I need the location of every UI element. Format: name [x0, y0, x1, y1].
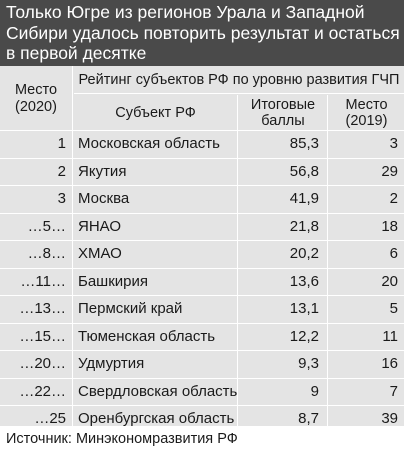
score-cell: 9 — [239, 378, 328, 405]
rank-2019-cell: 2 — [389, 190, 398, 207]
rank-2019-cell: 16 — [381, 355, 398, 372]
rank-2019-header-line: Место — [345, 97, 388, 113]
subject-cell: Пермский край — [74, 296, 238, 323]
table-row: …25 Оренбургская область 8,7 39 — [0, 405, 404, 433]
score-cell: 41,9 — [239, 186, 328, 213]
rank-2019-cell: 39 — [381, 410, 398, 427]
place-2020-cell: 1 — [0, 131, 73, 158]
table-row: …15… Тюменская область 12,2 11 — [0, 322, 404, 350]
rank-2019-cell: 18 — [381, 217, 398, 235]
subject-cell: Москва — [74, 186, 238, 213]
rank-2019-cell: 6 — [389, 245, 398, 262]
subject-cell: ХМАО — [74, 241, 238, 268]
source-note: Источник: Минэкономразвития РФ — [6, 431, 238, 447]
subject-cell: Московская область — [74, 131, 238, 158]
table-body: 1 Московская область 85,3 3 2 Якутия 56,… — [0, 130, 404, 433]
score-cell: 85,3 — [239, 131, 328, 158]
subject-cell: ЯНАО — [74, 213, 238, 240]
table-row: …20… Удмуртия 9,3 16 — [0, 350, 404, 378]
place-2020-cell: …13… — [0, 296, 73, 323]
table-row: 3 Москва 41,9 2 — [0, 185, 404, 213]
place-2020-cell: …22… — [0, 378, 73, 405]
subject-cell: Свердловская область — [74, 378, 238, 405]
scores-header-line: Итоговые — [250, 97, 316, 113]
rank-2019-cell: 11 — [382, 327, 398, 345]
place-2020-cell: …11… — [0, 268, 73, 295]
scores-header: Итоговые баллы — [239, 95, 328, 130]
place-2020-header-line: Место — [14, 82, 58, 98]
rank-2019-cell: 7 — [389, 382, 398, 400]
score-cell: 9,3 — [239, 351, 328, 378]
subject-cell: Якутия — [74, 158, 238, 185]
rank-2019-cell: 29 — [381, 162, 398, 180]
rank-2019-header: Место (2019) — [329, 95, 404, 130]
rank-2019-cell: 20 — [381, 272, 398, 290]
place-2020-cell: …20… — [0, 351, 73, 378]
place-2020-cell: 3 — [0, 186, 73, 213]
table-row: 2 Якутия 56,8 29 — [0, 157, 404, 185]
subject-cell: Удмуртия — [74, 351, 238, 378]
table-row: …13… Пермский край 13,1 5 — [0, 295, 404, 323]
score-cell: 8,7 — [239, 406, 328, 433]
score-cell: 21,8 — [239, 213, 328, 240]
scores-header-line: баллы — [261, 113, 305, 129]
subject-header: Субъект РФ — [74, 95, 238, 130]
headline-line: в первой десятке — [6, 43, 147, 63]
subject-cell: Оренбургская область — [74, 406, 238, 433]
place-2020-cell: …15… — [0, 323, 73, 350]
rank-2019-cell: 5 — [389, 300, 398, 317]
score-cell: 12,2 — [239, 323, 328, 350]
place-2020-cell: …5… — [0, 213, 73, 240]
group-header: Рейтинг субъектов РФ по уровню развития … — [74, 66, 404, 94]
headline: Только Югре из регионов Урала и Западной… — [0, 0, 404, 66]
place-2020-cell: …25 — [0, 406, 73, 433]
place-2020-header: Место (2020) — [0, 66, 73, 130]
headline-line: Только Югре из регионов Урала и Западной — [6, 2, 365, 22]
headline-line: Сибири удалось повторить результат и ост… — [6, 22, 400, 43]
place-2020-cell: …8… — [0, 241, 73, 268]
rank-2019-cell: 3 — [389, 135, 398, 152]
subject-cell: Тюменская область — [74, 323, 238, 350]
table-row: …8… ХМАО 20,2 6 — [0, 240, 404, 268]
score-cell: 56,8 — [239, 158, 328, 185]
table-row: …22… Свердловская область 9 7 — [0, 377, 404, 405]
table-row: …11… Башкирия 13,6 20 — [0, 267, 404, 295]
subject-cell: Башкирия — [74, 268, 238, 295]
score-cell: 13,1 — [239, 296, 328, 323]
table-row: 1 Московская область 85,3 3 — [0, 130, 404, 158]
rank-2019-header-line: (2019) — [345, 113, 388, 129]
score-cell: 20,2 — [239, 241, 328, 268]
score-cell: 13,6 — [239, 268, 328, 295]
place-2020-cell: 2 — [0, 158, 73, 185]
table-row: …5… ЯНАО 21,8 18 — [0, 212, 404, 240]
ranking-table: Место (2020) Рейтинг субъектов РФ по уро… — [0, 66, 404, 433]
place-2020-header-line: (2020) — [15, 99, 57, 115]
